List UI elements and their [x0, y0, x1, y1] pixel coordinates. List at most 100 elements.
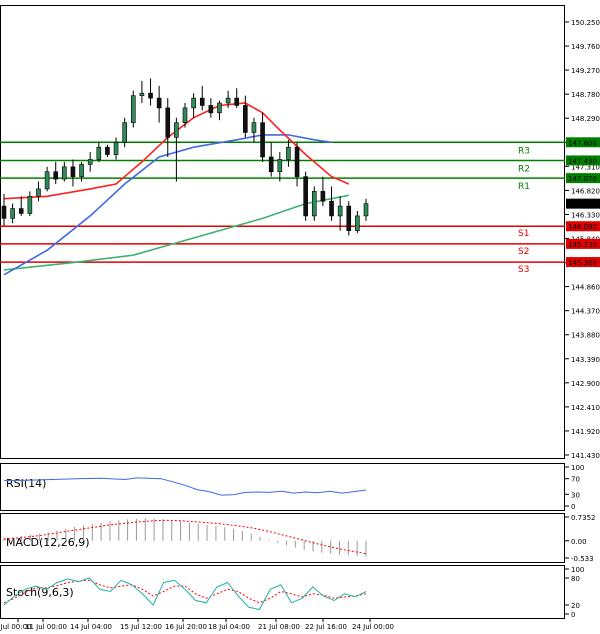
level-price-tag	[566, 173, 600, 184]
candle-body	[87, 159, 93, 165]
x-tick-label: 22 Jul 16:00	[305, 623, 347, 631]
candle-body	[113, 141, 119, 155]
current-price-tag	[566, 198, 600, 209]
x-tick-label: 14 Jul 04:00	[70, 623, 112, 631]
x-tick-label: 15 Jul 12:00	[120, 623, 162, 631]
candle-body	[174, 122, 179, 138]
price-tick-label: 150.250	[571, 19, 600, 27]
price-tick-label: 146.330	[571, 211, 600, 219]
sma-red-line	[3, 102, 350, 200]
candle-body	[62, 166, 67, 180]
level-name-s2: S2	[518, 247, 529, 257]
level-price-tag	[566, 155, 600, 166]
x-tick-label: 11 Jul 00:00	[25, 623, 67, 631]
price-tick-label: 146.820	[571, 187, 600, 195]
level-price-tag	[566, 137, 600, 148]
candle-body	[286, 146, 291, 160]
candle-body	[148, 92, 153, 99]
price-tick-label: 142.410	[571, 404, 600, 412]
candle-body	[182, 107, 188, 123]
macd-tick-label: 0.7352	[571, 514, 596, 522]
price-tick-label: 143.390	[571, 356, 600, 364]
macd-tick-label: 0.00	[571, 538, 587, 546]
candle-body	[53, 171, 59, 180]
stoch-title: Stoch(9,6,3)	[6, 586, 74, 599]
stoch-tick-label: 80	[571, 575, 580, 583]
candle-body	[165, 107, 171, 138]
level-price-label: 147.800	[568, 139, 597, 147]
stoch-d-line	[3, 579, 367, 604]
price-tick-label: 148.290	[571, 115, 600, 123]
rsi-tick-label: 70	[571, 476, 580, 484]
candle-body	[130, 95, 136, 123]
candle-body	[311, 191, 317, 217]
candle-body	[337, 205, 343, 217]
candle-body	[44, 171, 50, 190]
price-tick-label: 141.920	[571, 428, 600, 436]
level-price-label: 145.730	[568, 241, 597, 249]
candle-body	[199, 97, 205, 106]
price-tick-label: 149.760	[571, 43, 600, 51]
candle-body	[105, 146, 110, 155]
candle-body	[329, 200, 334, 217]
level-price-tag	[566, 238, 600, 249]
price-tick-label: 149.270	[571, 67, 600, 75]
macd-tick-label: -0.533	[571, 555, 594, 563]
rsi-panel	[0, 463, 565, 511]
candle-body	[156, 97, 162, 109]
stoch-k-line	[3, 577, 367, 611]
candle-body	[18, 208, 24, 214]
macd-title: MACD(12,26,9)	[6, 536, 90, 549]
candle-body	[355, 215, 360, 231]
candle-body	[217, 102, 222, 114]
rsi-title: RSI(14)	[6, 477, 46, 490]
sma-blue-line	[3, 134, 332, 276]
rsi-tick-label: 30	[571, 491, 580, 499]
candle-body	[346, 205, 352, 231]
sma-green-line	[3, 194, 349, 271]
candle-body	[70, 166, 76, 177]
candle-body	[277, 159, 283, 173]
main-panel	[0, 5, 565, 459]
rsi-line	[3, 477, 367, 496]
level-price-label: 147.070	[568, 175, 597, 183]
level-name-r2: R2	[518, 164, 530, 174]
rsi-tick-label: 100	[571, 464, 584, 472]
stoch-tick-label: 100	[571, 566, 584, 574]
candle-body	[1, 205, 7, 219]
macd-panel	[0, 513, 565, 563]
candle-body	[303, 176, 308, 217]
level-price-tag	[566, 221, 600, 232]
x-tick-label: 24 Jul 00:00	[352, 623, 394, 631]
stoch-tick-label: 20	[571, 602, 580, 610]
x-tick-label: 18 Jul 04:00	[208, 623, 250, 631]
price-tick-label: 148.780	[571, 91, 600, 99]
candle-body	[27, 195, 33, 214]
x-tick-label: 16 Jul 20:00	[165, 623, 207, 631]
level-price-tag	[566, 257, 600, 268]
candle-body	[243, 105, 248, 133]
candle-body	[251, 122, 257, 133]
price-tick-label: 143.880	[571, 332, 600, 340]
level-name-r1: R1	[518, 182, 530, 192]
candle-body	[36, 188, 41, 197]
level-name-r3: R3	[518, 146, 530, 156]
stoch-tick-label: 0	[571, 611, 575, 619]
price-tick-label: 142.900	[571, 380, 600, 388]
rsi-tick-label: 0	[571, 503, 575, 511]
candle-body	[191, 97, 196, 109]
x-tick-label: 21 Jul 08:00	[258, 623, 300, 631]
macd-signal-line	[3, 519, 367, 555]
x-tick-label: 1 Jul 00:00	[0, 623, 32, 631]
candle-body	[96, 146, 102, 160]
candle-body	[268, 156, 274, 173]
candle-body	[10, 208, 15, 219]
candle-body	[234, 97, 240, 106]
level-name-s1: S1	[518, 229, 529, 239]
level-name-s3: S3	[518, 265, 529, 275]
candle-body	[260, 122, 265, 158]
price-tick-label: 144.370	[571, 308, 600, 316]
price-tick-label: 147.310	[571, 163, 600, 171]
level-price-label: 146.090	[568, 223, 597, 231]
